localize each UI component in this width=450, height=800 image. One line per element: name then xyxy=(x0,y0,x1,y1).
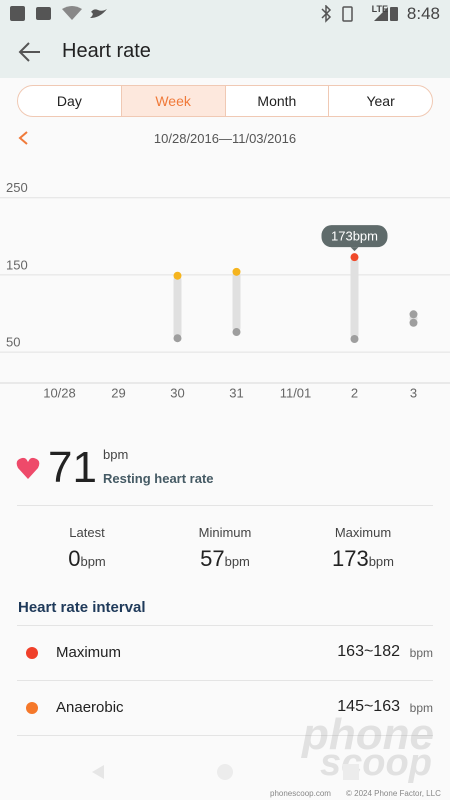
x-tick-label: 2 xyxy=(351,385,358,400)
heart-icon xyxy=(16,457,40,479)
y-tick-label: 50 xyxy=(6,335,20,350)
resting-value: 71 xyxy=(48,443,97,492)
stat-value: 57 xyxy=(200,546,225,571)
stat-label: Minimum xyxy=(198,525,252,540)
y-tick-label: 250 xyxy=(6,180,28,195)
zone-dot xyxy=(26,702,38,714)
previous-button[interactable] xyxy=(16,130,30,146)
stat-value-line: 0bpm xyxy=(12,546,162,572)
high-dot xyxy=(232,267,241,276)
value-label: 173bpm xyxy=(331,229,378,244)
interval-row: Anaerobic 145~163 bpm xyxy=(0,681,450,735)
stat-label: Latest xyxy=(69,525,105,540)
resting-label: Resting heart rate xyxy=(103,471,214,486)
tab[interactable]: Month xyxy=(224,86,329,116)
status-icons xyxy=(321,5,398,23)
divider xyxy=(17,680,433,681)
range-bar xyxy=(173,275,182,339)
low-dot xyxy=(232,328,241,337)
zone-unit: bpm xyxy=(409,701,433,715)
x-tick-label: 31 xyxy=(229,385,243,400)
zone-dot xyxy=(26,647,38,659)
stat-label: Maximum xyxy=(334,525,392,540)
y-tick-label: 150 xyxy=(6,257,28,272)
clock: 8:48 xyxy=(406,4,440,23)
x-tick-label: 3 xyxy=(410,385,417,400)
zone-range: 163~182 xyxy=(337,643,400,660)
resting-unit: bpm xyxy=(103,447,129,462)
divider xyxy=(17,735,433,736)
watermark-logo: phone xyxy=(302,710,434,759)
period-tabs: Day Week Month Year xyxy=(17,85,433,117)
x-tick-label: 30 xyxy=(170,385,184,400)
interval-row: Maximum 163~182 bpm xyxy=(0,626,450,680)
watermark-copyright: © 2024 Phone Factor, LLC xyxy=(346,789,441,798)
x-tick-label: 10/28 xyxy=(43,385,76,400)
low-dot xyxy=(350,334,359,343)
range-bar xyxy=(232,271,241,333)
date-range: 10/28/2016—11/03/2016 xyxy=(153,131,297,146)
stat-unit: bpm xyxy=(224,554,250,569)
back-button[interactable] xyxy=(18,41,42,63)
stat-value-line: 57bpm xyxy=(150,546,300,572)
stat-value: 173 xyxy=(331,546,369,571)
tab[interactable]: Week xyxy=(120,86,225,116)
tab[interactable]: Day xyxy=(56,93,82,109)
stat-value: 0 xyxy=(68,546,81,571)
stat: Latest 0bpm xyxy=(12,525,162,572)
watermark-site: phonescoop.com xyxy=(270,789,331,798)
divider xyxy=(17,505,433,506)
x-tick-label: 11/01 xyxy=(280,385,312,400)
notification-icons xyxy=(10,6,107,21)
zone-range: 145~163 xyxy=(337,698,400,715)
app-bar: LTE 8:48 Heart rate xyxy=(0,0,450,78)
stat-unit: bpm xyxy=(368,554,394,569)
divider xyxy=(17,625,433,626)
network-label: LTE xyxy=(371,4,388,14)
x-tick-label: 29 xyxy=(111,385,125,400)
high-dot xyxy=(350,253,359,262)
page-title: Heart rate xyxy=(62,40,151,62)
zone-name: Maximum xyxy=(56,644,122,661)
stat: Minimum 57bpm xyxy=(150,525,300,572)
section-title: Heart rate interval xyxy=(18,599,146,616)
low-dot xyxy=(409,318,418,327)
high-dot xyxy=(173,271,182,280)
tooltip-pointer xyxy=(350,247,359,252)
low-dot xyxy=(173,334,182,343)
tab[interactable]: Year xyxy=(328,86,432,116)
chart: 50 150 250 10/28 29 30 31 11/01 2 173bpm 3 xyxy=(0,180,450,400)
zone-unit: bpm xyxy=(409,646,433,660)
range-bar xyxy=(350,257,359,339)
stat: Maximum 173bpm xyxy=(288,525,438,572)
high-dot xyxy=(409,310,418,319)
nav-bar xyxy=(92,764,359,780)
stat-unit: bpm xyxy=(80,554,106,569)
watermark-logo: scoop xyxy=(320,742,432,784)
stat-value-line: 173bpm xyxy=(288,546,438,572)
tooltip xyxy=(321,225,388,248)
zone-name: Anaerobic xyxy=(56,699,124,716)
